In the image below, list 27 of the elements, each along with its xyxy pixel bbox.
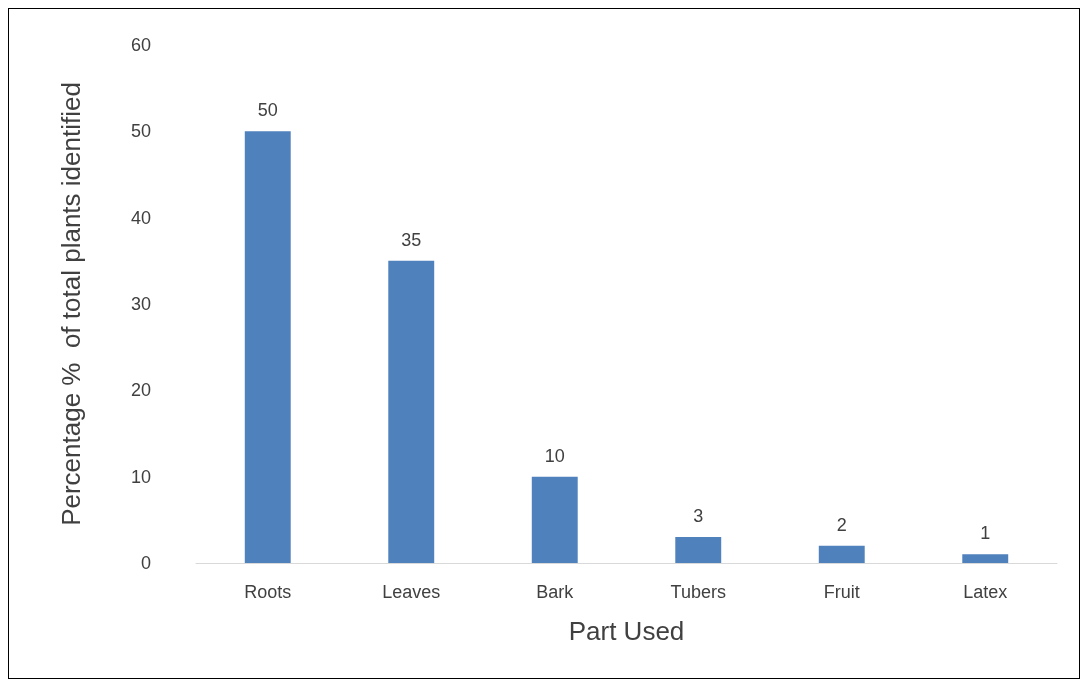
bar: [244, 131, 291, 563]
x-tick-label: Latex: [963, 582, 1008, 602]
y-tick-label: 40: [130, 207, 151, 228]
bar: [818, 545, 865, 563]
data-label: 50: [257, 100, 278, 121]
data-label: 10: [544, 445, 565, 466]
data-label: 3: [693, 506, 704, 527]
bar: [675, 537, 722, 563]
y-tick-label: 20: [130, 380, 151, 401]
bar: [962, 554, 1009, 563]
y-tick-label: 60: [130, 35, 151, 55]
y-tick-label: 0: [140, 553, 151, 573]
y-tick-label: 50: [130, 121, 151, 142]
x-tick-label: Leaves: [382, 582, 441, 602]
x-tick-label: Roots: [244, 582, 292, 602]
bar: [388, 260, 435, 563]
x-tick-label: Bark: [536, 582, 575, 602]
bar: [531, 476, 578, 563]
data-label: 1: [980, 523, 991, 544]
y-axis-title: Percentage % of total plants identified: [56, 82, 86, 526]
y-tick-label: 10: [130, 466, 151, 487]
x-tick-label: Fruit: [823, 582, 860, 602]
data-label: 35: [401, 229, 422, 250]
y-tick-label: 30: [130, 294, 151, 314]
x-axis-title: Part Used: [568, 616, 685, 646]
data-label: 2: [836, 514, 847, 535]
x-tick-label: Tubers: [670, 582, 726, 602]
